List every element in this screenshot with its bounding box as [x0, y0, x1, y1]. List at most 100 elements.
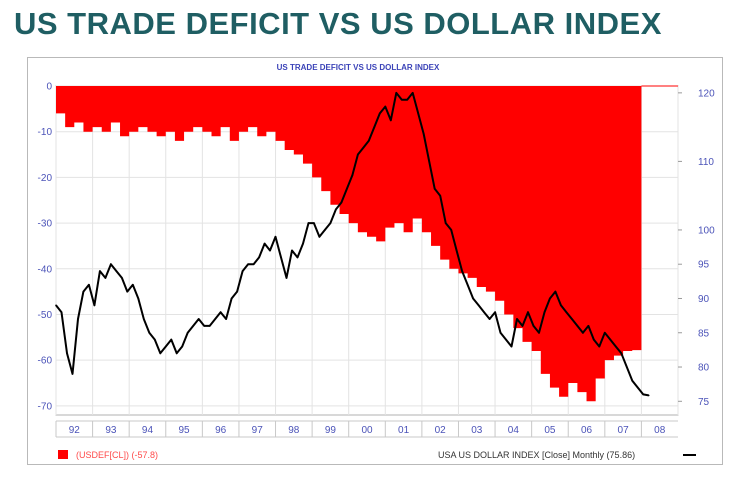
dollar-index-point [554, 290, 557, 293]
dollar-index-point [466, 283, 469, 286]
x-tick-label: 95 [178, 425, 190, 436]
x-tick-label: 98 [288, 425, 300, 436]
dollar-index-point [170, 338, 173, 341]
dollar-index-point [461, 270, 463, 272]
dollar-index-point [285, 277, 288, 279]
dollar-index-point [406, 98, 409, 101]
dollar-index-point [77, 318, 79, 320]
dollar-index-point [444, 222, 447, 224]
dollar-index-point [411, 92, 414, 94]
y-right-tick-label: 110 [698, 157, 714, 168]
dollar-index-point [373, 126, 376, 128]
dollar-index-point [488, 318, 491, 320]
x-tick-label: 05 [544, 425, 556, 436]
legend: (USDEF[CL]) (-57.8) USA US DOLLAR INDEX … [58, 450, 696, 460]
dollar-index-point [389, 119, 392, 122]
dollar-index-point [642, 393, 645, 396]
dollar-index-point [148, 331, 151, 334]
dollar-index-point [236, 290, 238, 293]
dollar-index-point [203, 325, 205, 327]
dollar-index-point [247, 263, 249, 266]
y-right-tick-label: 100 [698, 225, 715, 236]
dollar-index-point [214, 318, 216, 320]
x-tick-label: 93 [105, 425, 117, 436]
dollar-index-point [433, 188, 436, 190]
dollar-index-point [324, 229, 326, 231]
dollar-index-point [400, 98, 403, 101]
dollar-index-point [66, 352, 68, 355]
dollar-index-point [455, 249, 458, 252]
dollar-index-point [115, 270, 118, 272]
dollar-index-point [252, 263, 255, 266]
y-right-tick-label: 75 [698, 397, 710, 408]
dollar-index-point [499, 331, 502, 334]
dollar-index-point [538, 331, 540, 334]
dollar-index-point [636, 386, 639, 389]
dollar-index-point [197, 318, 200, 320]
dollar-index-point [192, 325, 195, 327]
dollar-index-point [604, 331, 606, 334]
dollar-index-point [121, 277, 123, 279]
dollar-index-point [543, 311, 546, 313]
dollar-index-point [631, 379, 634, 382]
dollar-index-point [483, 311, 485, 313]
dollar-index-point [153, 338, 156, 341]
dollar-index-point [587, 325, 590, 327]
dollar-index-point [439, 194, 441, 197]
x-tick-label: 08 [654, 425, 666, 436]
x-tick-label: 04 [508, 425, 520, 436]
dollar-index-point [576, 325, 579, 327]
y-right-tick-label: 80 [698, 363, 710, 374]
dollar-index-point [307, 222, 310, 224]
chart-inner-title: US TRADE DEFICIT VS US DOLLAR INDEX [277, 63, 440, 72]
y-left-tick-label: -30 [38, 219, 53, 230]
dollar-index-point [55, 304, 57, 307]
x-tick-label: 02 [435, 425, 447, 436]
y-left-tick-label: -10 [38, 127, 53, 138]
y-left-tick-label: -70 [38, 401, 53, 412]
axis-layer: 0 -10 -20 -30 -40 -50 -60 -70 120 110 100 95 90 85 80 7… [38, 82, 715, 438]
dollar-index-point [510, 345, 513, 348]
dollar-index-point [164, 345, 167, 348]
dollar-index-point [280, 256, 282, 259]
dollar-index-line-layer [55, 91, 650, 397]
y-left-tick-label: -20 [38, 173, 53, 184]
dollar-index-point [99, 270, 101, 272]
dollar-index-point [186, 331, 189, 334]
dollar-index-point [71, 373, 74, 375]
dollar-index-point [143, 318, 145, 320]
x-tick-label: 92 [69, 425, 81, 436]
x-tick-label: 97 [252, 425, 264, 436]
dollar-index-point [368, 140, 370, 142]
y-right-tick-label: 95 [698, 260, 710, 271]
dollar-index-point [126, 290, 129, 293]
chart-frame: US TRADE DEFICIT VS US DOLLAR INDEX 0 -10… [27, 57, 723, 465]
dollar-index-point [395, 92, 398, 94]
y-left-tick-label: -60 [38, 356, 53, 367]
dollar-index-point [598, 345, 601, 348]
dollar-index-point [532, 325, 535, 327]
dollar-index-point [571, 318, 573, 320]
dollar-index-point [219, 311, 222, 313]
dollar-index-point [258, 256, 260, 259]
page-title: US TRADE DEFICIT VS US DOLLAR INDEX [14, 6, 662, 41]
dollar-index-point [181, 345, 184, 348]
dollar-index-point [609, 338, 612, 341]
x-tick-label: 99 [325, 425, 337, 436]
y-right-tick-label: 120 [698, 88, 715, 99]
dollar-index-point [357, 153, 359, 156]
dollar-index-point [521, 325, 524, 327]
chart-svg: US TRADE DEFICIT VS US DOLLAR INDEX 0 -10… [38, 63, 716, 460]
dollar-index-point [318, 235, 321, 238]
dollar-index-point [274, 235, 277, 238]
legend-label-dollar-index: USA US DOLLAR INDEX [Close] Monthly (75.… [438, 450, 635, 460]
dollar-index-point [472, 297, 474, 300]
dollar-index-point [582, 331, 584, 334]
dollar-index-point [132, 283, 134, 286]
dollar-index-point [137, 297, 140, 300]
x-tick-label: 00 [361, 425, 373, 436]
dollar-index-point [208, 325, 211, 327]
dollar-index-point [159, 352, 162, 355]
dollar-index-point [560, 304, 562, 307]
dollar-index-point [351, 174, 354, 176]
